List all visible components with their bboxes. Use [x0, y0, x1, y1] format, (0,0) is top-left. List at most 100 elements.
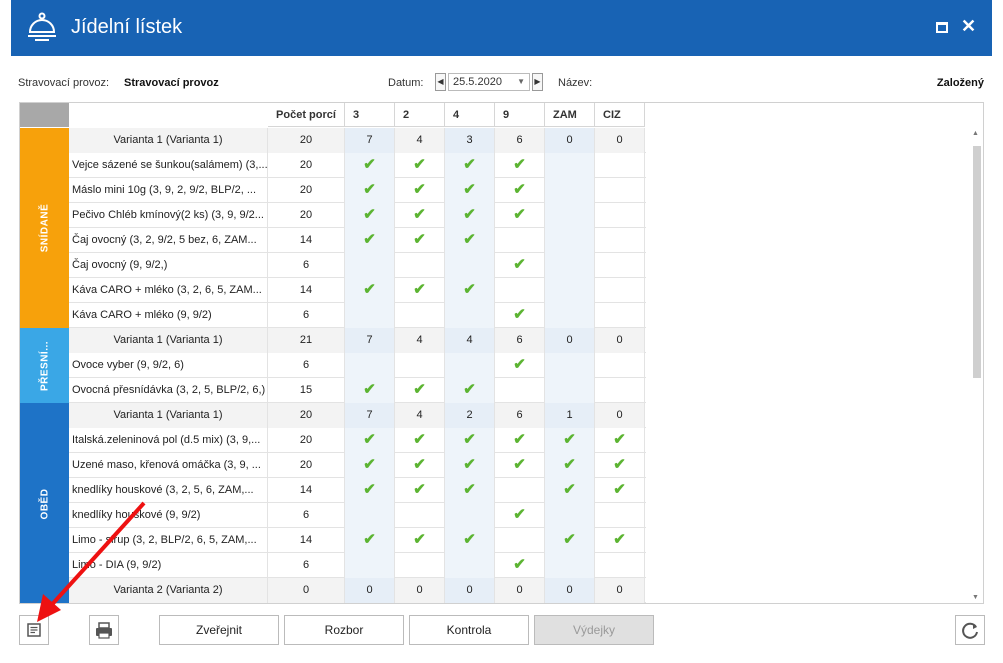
- group-cell[interactable]: [595, 228, 645, 253]
- group-cell[interactable]: [545, 353, 595, 378]
- group-cell[interactable]: [595, 178, 645, 203]
- group-cell[interactable]: [495, 378, 545, 403]
- refresh-button[interactable]: [955, 615, 985, 645]
- group-cell[interactable]: [345, 503, 395, 528]
- table-row[interactable]: Pečivo Chléb kmínový(2 ks) (3, 9, 9/2...…: [69, 203, 646, 228]
- check-icon[interactable]: ✔: [345, 453, 395, 478]
- table-row[interactable]: knedlíky houskové (9, 9/2) 6 ✔: [69, 503, 646, 528]
- column-header[interactable]: CIZ: [595, 103, 645, 127]
- check-icon[interactable]: ✔: [495, 453, 545, 478]
- group-cell[interactable]: [595, 303, 645, 328]
- maximize-button[interactable]: [936, 22, 948, 33]
- column-header[interactable]: ZAM: [545, 103, 595, 127]
- column-header[interactable]: 9: [495, 103, 545, 127]
- table-row[interactable]: Italská.zeleninová pol (d.5 mix) (3, 9,.…: [69, 428, 646, 453]
- group-cell[interactable]: 0: [545, 128, 595, 153]
- check-icon[interactable]: ✔: [595, 528, 645, 553]
- column-header[interactable]: 3: [345, 103, 395, 127]
- group-cell[interactable]: 0: [445, 578, 495, 603]
- scroll-down-icon[interactable]: ▼: [972, 594, 979, 601]
- group-cell[interactable]: [595, 553, 645, 578]
- group-cell[interactable]: [395, 353, 445, 378]
- group-cell[interactable]: [545, 228, 595, 253]
- check-icon[interactable]: ✔: [445, 528, 495, 553]
- group-cell[interactable]: [595, 153, 645, 178]
- group-cell[interactable]: [595, 503, 645, 528]
- group-cell[interactable]: [545, 303, 595, 328]
- table-row[interactable]: Čaj ovocný (3, 2, 9/2, 5 bez, 6, ZAM... 1…: [69, 228, 646, 253]
- check-icon[interactable]: ✔: [545, 428, 595, 453]
- group-cell[interactable]: 2: [445, 403, 495, 428]
- close-button[interactable]: ✕: [961, 16, 977, 36]
- check-icon[interactable]: ✔: [345, 203, 395, 228]
- check-icon[interactable]: ✔: [395, 478, 445, 503]
- group-cell[interactable]: [595, 353, 645, 378]
- check-icon[interactable]: ✔: [545, 453, 595, 478]
- check-icon[interactable]: ✔: [395, 228, 445, 253]
- group-cell[interactable]: [445, 553, 495, 578]
- group-cell[interactable]: 0: [595, 403, 645, 428]
- scroll-up-icon[interactable]: ▲: [972, 130, 979, 137]
- group-cell[interactable]: [545, 153, 595, 178]
- date-next-icon[interactable]: ▶: [532, 73, 543, 91]
- table-row[interactable]: Ovoce vyber (9, 9/2, 6) 6 ✔: [69, 353, 646, 378]
- group-cell[interactable]: [595, 378, 645, 403]
- check-icon[interactable]: ✔: [345, 178, 395, 203]
- group-cell[interactable]: 6: [495, 403, 545, 428]
- vertical-scrollbar[interactable]: ▲ ▼: [970, 128, 983, 603]
- group-cell[interactable]: [495, 228, 545, 253]
- group-cell[interactable]: 0: [595, 128, 645, 153]
- group-cell[interactable]: [545, 253, 595, 278]
- check-icon[interactable]: ✔: [345, 528, 395, 553]
- group-cell[interactable]: [345, 303, 395, 328]
- variant-row[interactable]: Varianta 1 (Varianta 1) 21 7 4 4 6 0 0: [69, 328, 646, 353]
- check-icon[interactable]: ✔: [495, 553, 545, 578]
- check-icon[interactable]: ✔: [345, 428, 395, 453]
- group-cell[interactable]: 3: [445, 128, 495, 153]
- group-cell[interactable]: 4: [395, 403, 445, 428]
- group-cell[interactable]: 0: [595, 578, 645, 603]
- group-cell[interactable]: [395, 553, 445, 578]
- table-row[interactable]: Vejce sázené se šunkou(salámem) (3,... 20…: [69, 153, 646, 178]
- check-icon[interactable]: ✔: [445, 153, 495, 178]
- group-cell[interactable]: 4: [395, 128, 445, 153]
- check-icon[interactable]: ✔: [395, 178, 445, 203]
- group-cell[interactable]: [345, 253, 395, 278]
- group-cell[interactable]: [495, 478, 545, 503]
- table-row[interactable]: Máslo mini 10g (3, 9, 2, 9/2, BLP/2, ...…: [69, 178, 646, 203]
- group-cell[interactable]: [345, 353, 395, 378]
- check-icon[interactable]: ✔: [395, 153, 445, 178]
- check-icon[interactable]: ✔: [495, 203, 545, 228]
- group-cell[interactable]: [595, 278, 645, 303]
- check-icon[interactable]: ✔: [445, 428, 495, 453]
- check-icon[interactable]: ✔: [495, 153, 545, 178]
- group-cell[interactable]: [445, 253, 495, 278]
- group-cell[interactable]: [545, 278, 595, 303]
- group-cell[interactable]: [545, 178, 595, 203]
- group-cell[interactable]: [395, 503, 445, 528]
- group-cell[interactable]: [445, 503, 495, 528]
- group-cell[interactable]: [545, 553, 595, 578]
- check-icon[interactable]: ✔: [595, 428, 645, 453]
- check-icon[interactable]: ✔: [345, 278, 395, 303]
- group-cell[interactable]: [395, 303, 445, 328]
- column-header[interactable]: 2: [395, 103, 445, 127]
- group-cell[interactable]: 7: [345, 128, 395, 153]
- variant-row[interactable]: Varianta 2 (Varianta 2) 0 0 0 0 0 0 0: [69, 578, 646, 603]
- group-cell[interactable]: 4: [395, 328, 445, 353]
- group-cell[interactable]: 7: [345, 403, 395, 428]
- check-icon[interactable]: ✔: [395, 428, 445, 453]
- table-row[interactable]: Limo - sirup (3, 2, BLP/2, 6, 5, ZAM,...…: [69, 528, 646, 553]
- group-cell[interactable]: [595, 253, 645, 278]
- check-icon[interactable]: ✔: [545, 528, 595, 553]
- check-icon[interactable]: ✔: [595, 478, 645, 503]
- zverejnit-button[interactable]: Zveřejnit: [159, 615, 279, 645]
- notes-button[interactable]: [19, 615, 49, 645]
- group-cell[interactable]: 7: [345, 328, 395, 353]
- table-row[interactable]: Káva CARO + mléko (9, 9/2) 6 ✔: [69, 303, 646, 328]
- group-cell[interactable]: 4: [445, 328, 495, 353]
- provoz-value[interactable]: Stravovací provoz: [124, 77, 219, 89]
- check-icon[interactable]: ✔: [445, 378, 495, 403]
- group-cell[interactable]: [545, 378, 595, 403]
- group-cell[interactable]: 0: [545, 578, 595, 603]
